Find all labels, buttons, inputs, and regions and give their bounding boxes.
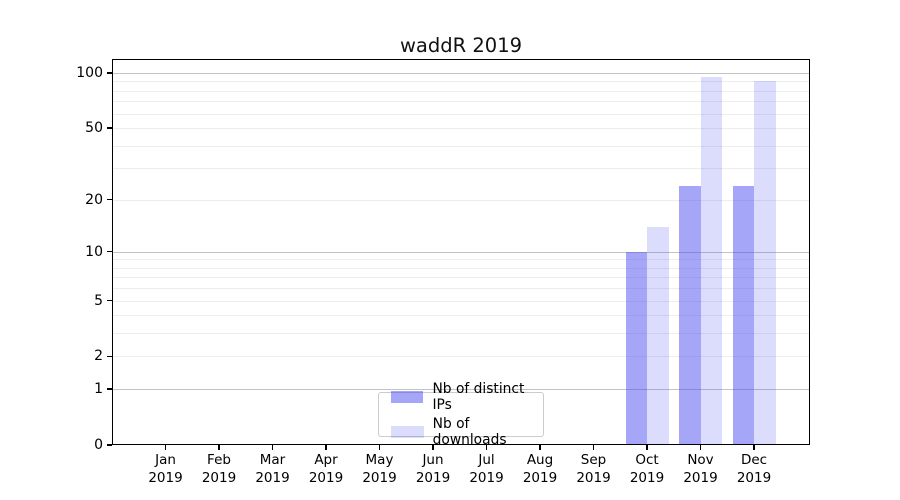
gridline-minor <box>112 300 810 302</box>
y-tick-label: 10 <box>85 243 103 260</box>
gridline-major <box>112 72 810 74</box>
y-axis-tick <box>107 250 112 253</box>
x-axis-tick <box>325 445 327 450</box>
y-tick-label: 1 <box>94 381 103 398</box>
y-axis-tick <box>107 444 112 446</box>
legend-label-distinct-ips: Nb of distinct IPs <box>432 381 525 413</box>
gridline-minor <box>112 315 810 317</box>
bar-downloads <box>700 77 722 445</box>
x-axis-tick <box>432 445 434 450</box>
plot-area <box>112 59 810 445</box>
y-axis-tick <box>107 388 112 390</box>
gridline-major <box>112 389 810 391</box>
gridline-minor <box>112 277 810 279</box>
y-tick-label: 5 <box>94 292 103 309</box>
x-tick-label: Feb 2019 <box>201 452 237 486</box>
gridline-minor <box>112 259 810 261</box>
y-tick-label: 2 <box>94 348 103 365</box>
x-axis-tick <box>271 445 274 450</box>
gridline-minor <box>112 113 810 115</box>
x-axis-tick <box>164 445 167 450</box>
x-axis-tick <box>539 445 541 450</box>
x-tick-label: Apr 2019 <box>308 452 344 486</box>
legend-item-downloads: Nb of downloads <box>391 416 543 448</box>
gridline-minor <box>112 145 810 147</box>
gridline-minor <box>112 356 810 358</box>
gridline-minor <box>112 267 810 269</box>
chart-title: waddR 2019 <box>399 34 523 57</box>
x-tick-label: Sep 2019 <box>576 452 611 486</box>
x-tick-label: Oct 2019 <box>629 452 665 486</box>
bar-distinct-ips <box>732 185 754 445</box>
x-tick-label: Dec 2019 <box>736 452 772 486</box>
x-tick-label: Jun 2019 <box>415 452 451 486</box>
legend-swatch-downloads-icon <box>391 426 424 438</box>
gridline-minor <box>112 128 810 130</box>
gridline-major <box>112 251 810 253</box>
y-tick-label: 100 <box>76 64 103 81</box>
x-tick-label: Aug 2019 <box>522 452 558 486</box>
bar-distinct-ips <box>679 185 701 445</box>
legend-swatch-distinct-ips-icon <box>391 391 424 403</box>
y-axis-tick <box>107 299 112 302</box>
y-tick-label: 20 <box>85 191 103 208</box>
x-axis-tick <box>753 445 755 450</box>
gridline-minor <box>112 288 810 290</box>
gridline-minor <box>112 168 810 170</box>
x-axis-tick <box>646 445 648 450</box>
gridline-minor <box>112 101 810 103</box>
x-axis-tick <box>218 445 220 450</box>
gridline-minor <box>112 81 810 83</box>
x-axis-tick <box>592 445 595 450</box>
y-tick-label: 50 <box>85 120 103 137</box>
legend-label-downloads: Nb of downloads <box>432 416 507 448</box>
x-axis-tick <box>485 445 488 450</box>
x-tick-label: Jul 2019 <box>469 452 504 486</box>
bar-downloads <box>647 226 669 445</box>
gridline-minor <box>112 199 810 201</box>
x-tick-label: Jan 2019 <box>148 452 183 486</box>
x-tick-label: May 2019 <box>362 452 397 486</box>
y-axis-tick <box>107 355 112 358</box>
y-axis-tick <box>107 72 112 74</box>
legend-item-distinct-ips: Nb of distinct IPs <box>391 381 543 413</box>
y-axis-tick <box>107 198 112 201</box>
bar-distinct-ips <box>625 251 647 445</box>
gridline-minor <box>112 90 810 92</box>
legend: Nb of distinct IPs Nb of downloads <box>378 381 544 448</box>
bar-downloads <box>754 81 776 445</box>
x-axis-tick <box>378 445 381 450</box>
x-tick-label: Nov 2019 <box>683 452 718 486</box>
gridline-minor <box>112 333 810 335</box>
x-tick-label: Mar 2019 <box>255 452 290 486</box>
y-tick-label: 0 <box>94 437 103 453</box>
y-axis-tick <box>107 127 112 129</box>
x-axis-tick <box>699 445 702 450</box>
